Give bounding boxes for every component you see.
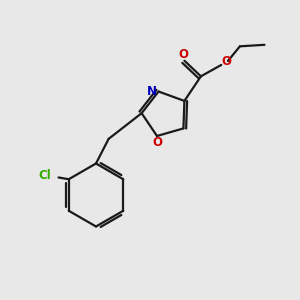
Text: Cl: Cl <box>39 169 52 182</box>
Text: O: O <box>221 56 231 68</box>
Text: N: N <box>147 85 157 98</box>
Text: O: O <box>153 136 163 149</box>
Text: O: O <box>178 48 188 61</box>
